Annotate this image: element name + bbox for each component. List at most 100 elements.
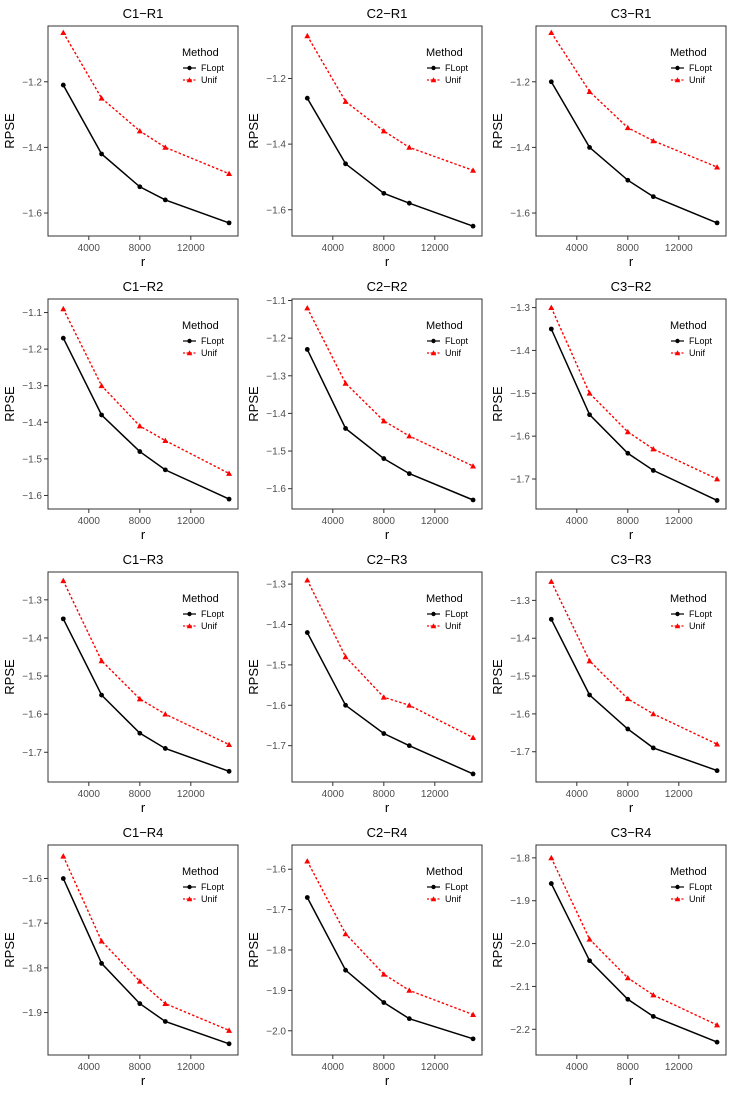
legend-key-marker — [674, 896, 681, 902]
legend: Method FLopt Unif — [670, 47, 713, 85]
legend-label-unif: Unif — [445, 75, 462, 85]
data-point-unif — [342, 930, 349, 937]
y-tick-label: −2.0 — [266, 1026, 286, 1037]
data-point-flopt — [162, 1019, 168, 1024]
data-point-flopt — [304, 630, 310, 635]
data-point-unif — [548, 304, 555, 310]
legend-key-marker — [187, 65, 192, 71]
data-point-unif — [624, 124, 631, 131]
data-point-flopt — [406, 1016, 412, 1022]
panel-c2-r1: C2−R1 4000 8000 12000 −1.2 −1.4 −1.6 r RPSE Metho… — [246, 6, 483, 269]
data-point-flopt — [470, 1036, 476, 1042]
plot-border — [47, 571, 239, 783]
y-tick-label: −1.5 — [22, 672, 42, 683]
legend-label-flopt: FLopt — [689, 63, 713, 73]
legend-key-marker — [674, 350, 681, 356]
legend: Method FLopt Unif — [182, 47, 225, 85]
legend-label-flopt: FLopt — [201, 336, 225, 346]
legend: Method FLopt Unif — [670, 320, 713, 358]
y-axis-label: RPSE — [246, 113, 261, 149]
plot-border — [291, 298, 483, 510]
legend: Method FLopt Unif — [426, 866, 469, 904]
legend-title: Method — [426, 320, 463, 332]
data-point-flopt — [304, 347, 310, 352]
legend-title: Method — [670, 866, 707, 878]
x-axis-label: r — [629, 254, 634, 269]
legend-label-unif: Unif — [689, 348, 706, 358]
data-point-unif — [586, 390, 593, 396]
data-point-flopt — [625, 996, 631, 1002]
x-tick-label: 12000 — [421, 789, 449, 800]
data-point-unif — [548, 578, 555, 584]
x-tick-label: 4000 — [566, 1062, 589, 1073]
y-tick-label: −1.5 — [266, 660, 286, 671]
x-tick-label: 12000 — [177, 789, 205, 800]
y-tick-label: −1.4 — [266, 140, 286, 151]
x-axis-label: r — [629, 1073, 634, 1088]
y-axis-label: RPSE — [2, 932, 17, 968]
series-line-unif — [62, 580, 230, 746]
legend-key-marker — [431, 338, 436, 344]
panel-title: C3−R3 — [611, 552, 652, 567]
legend-key-marker — [675, 611, 680, 617]
data-point-unif — [162, 144, 169, 150]
panel-title: C1−R3 — [123, 552, 164, 567]
x-tick-label: 4000 — [566, 789, 589, 800]
x-axis-label: r — [629, 527, 634, 542]
legend: Method FLopt Unif — [426, 47, 469, 85]
data-point-unif — [304, 305, 311, 311]
y-tick-label: −2.2 — [510, 1025, 530, 1036]
data-point-flopt — [470, 771, 476, 777]
panel-title: C1−R4 — [123, 825, 164, 840]
legend-key-marker — [430, 350, 437, 356]
legend-label-flopt: FLopt — [201, 882, 225, 892]
legend-label-unif: Unif — [689, 75, 706, 85]
legend-key-marker — [186, 77, 193, 83]
panel-title: C3−R2 — [611, 279, 652, 294]
y-tick-label: −1.5 — [510, 389, 530, 400]
data-point-flopt — [406, 743, 412, 749]
data-point-flopt — [381, 456, 387, 461]
y-tick-label: −1.3 — [266, 580, 286, 591]
series-line-unif — [306, 307, 474, 467]
data-point-flopt — [343, 161, 348, 167]
legend-title: Method — [182, 320, 219, 332]
y-tick-label: −1.2 — [510, 77, 530, 88]
data-point-flopt — [60, 876, 66, 881]
panel-c1-r3: C1−R3 4000 8000 12000 −1.3 −1.4 −1.5 −1.6 −1.7 r R… — [2, 552, 239, 815]
data-point-flopt — [650, 194, 656, 200]
x-tick-label: 4000 — [566, 243, 589, 254]
legend-label-flopt: FLopt — [445, 609, 469, 619]
data-point-unif — [226, 741, 233, 748]
panel-c3-r2: C3−R2 4000 8000 12000 −1.3 −1.4 −1.5 −1.6 −1.7 r R… — [490, 279, 727, 542]
legend-label-unif: Unif — [689, 894, 706, 904]
data-point-flopt — [162, 197, 168, 203]
y-tick-label: −1.6 — [22, 874, 42, 885]
y-tick-label: −1.9 — [266, 986, 286, 997]
series-line-unif — [306, 860, 474, 1016]
plot-border — [291, 571, 483, 783]
legend-label-flopt: FLopt — [689, 609, 713, 619]
y-axis-label: RPSE — [2, 113, 17, 149]
y-tick-label: −1.6 — [510, 209, 530, 220]
data-point-unif — [406, 987, 413, 993]
data-point-flopt — [625, 726, 631, 732]
y-tick-label: −1.4 — [22, 143, 42, 154]
legend-label-flopt: FLopt — [689, 336, 713, 346]
x-axis-label: r — [385, 1073, 390, 1088]
legend: Method FLopt Unif — [670, 866, 713, 904]
plot-border — [47, 25, 239, 237]
data-point-unif — [380, 417, 387, 424]
y-axis-label: RPSE — [2, 659, 17, 695]
data-point-unif — [98, 657, 105, 664]
y-tick-label: −1.8 — [510, 853, 530, 864]
y-axis-label: RPSE — [490, 659, 505, 695]
y-tick-label: −1.5 — [22, 454, 42, 465]
y-tick-label: −1.1 — [266, 296, 286, 307]
y-tick-label: −1.6 — [266, 484, 286, 495]
data-point-flopt — [343, 967, 348, 973]
x-tick-label: 8000 — [617, 789, 640, 800]
data-point-unif — [714, 741, 721, 747]
data-point-flopt — [137, 184, 143, 190]
